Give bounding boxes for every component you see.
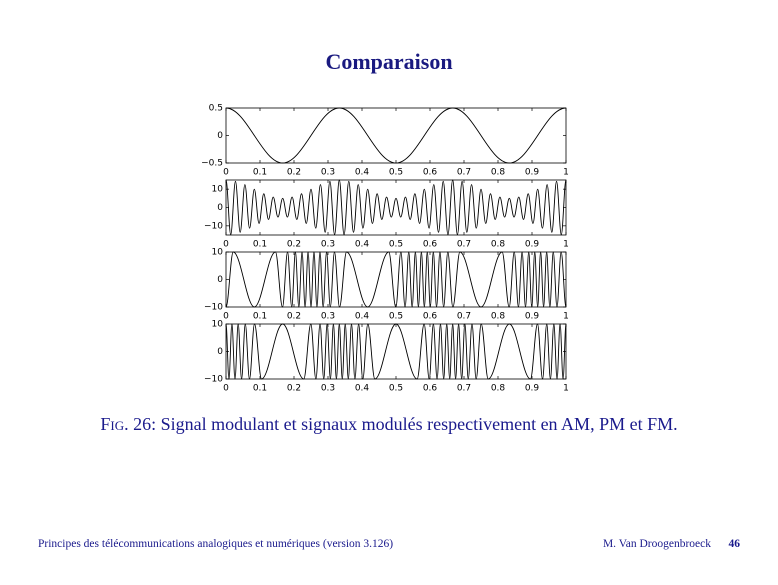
x-tick-label: 0.7 [457,168,471,178]
x-tick-label: 0.3 [321,240,335,250]
x-tick-label: 0.8 [491,384,506,394]
y-tick-label: 0 [217,203,223,213]
y-tick-label: −10 [204,375,223,385]
y-tick-label: 0 [217,131,223,141]
plot-frame [225,323,567,380]
x-tick-label: 0 [223,384,229,394]
plot-frame [225,107,567,164]
x-tick-label: 0.2 [287,168,301,178]
x-tick-label: 0.6 [423,384,438,394]
y-tick-label: 0 [217,275,223,285]
y-tick-label: 0.5 [209,104,223,114]
page-number: 46 [729,538,741,550]
y-tick-label: 10 [212,320,224,330]
x-tick-label: 0.7 [457,312,471,322]
x-tick-label: 1 [563,384,569,394]
x-tick-label: 0.5 [389,240,403,250]
x-tick-label: 0.1 [253,240,267,250]
x-tick-label: 0.1 [253,312,267,322]
y-tick-label: −0.5 [201,159,223,169]
x-tick-label: 0.3 [321,312,335,322]
x-tick-label: 0.3 [321,168,335,178]
x-tick-label: 0.2 [287,384,301,394]
x-tick-label: 0.3 [321,384,335,394]
signal-line [225,179,567,236]
x-tick-label: 1 [563,312,569,322]
x-tick-label: 0.5 [389,168,403,178]
x-tick-label: 0 [223,168,229,178]
x-tick-label: 0.7 [457,240,471,250]
x-tick-label: 0 [223,240,229,250]
y-tick-label: 10 [212,248,224,258]
x-tick-label: 0.8 [491,240,506,250]
plot-frame [225,179,567,236]
x-tick-label: 0.9 [525,168,540,178]
x-tick-label: 0.2 [287,312,301,322]
x-tick-label: 0.4 [355,384,370,394]
plot-frame [225,251,567,308]
x-tick-label: 0.6 [423,312,438,322]
y-tick-label: −10 [204,221,223,231]
x-tick-label: 0.1 [253,168,267,178]
x-tick-label: 0.6 [423,168,438,178]
x-tick-label: 0.4 [355,240,370,250]
x-tick-label: 0.6 [423,240,438,250]
x-tick-label: 0.5 [389,384,403,394]
slide-title: Comparaison [325,49,452,74]
x-tick-label: 1 [563,240,569,250]
x-tick-label: 0.2 [287,240,301,250]
x-tick-label: 0.8 [491,312,506,322]
y-tick-label: 10 [212,185,224,195]
x-tick-label: 0.8 [491,168,506,178]
x-tick-label: 1 [563,168,569,178]
x-tick-label: 0.1 [253,384,267,394]
caption: Fig. 26: Signal modulant et signaux modu… [100,414,677,434]
x-tick-label: 0.4 [355,312,370,322]
x-tick-label: 0.4 [355,168,370,178]
x-tick-label: 0.9 [525,240,540,250]
x-tick-label: 0 [223,312,229,322]
x-tick-label: 0.9 [525,312,540,322]
y-tick-label: −10 [204,303,223,313]
caption-label: Fig. 26: [100,414,156,434]
footer-author: M. Van Droogenbroeck [603,538,711,550]
y-tick-label: 0 [217,347,223,357]
x-tick-label: 0.7 [457,384,471,394]
x-tick-label: 0.9 [525,384,540,394]
caption-text: Signal modulant et signaux modulés respe… [161,414,678,434]
x-tick-label: 0.5 [389,312,403,322]
footer-left: Principes des télécommunications analogi… [38,538,393,550]
